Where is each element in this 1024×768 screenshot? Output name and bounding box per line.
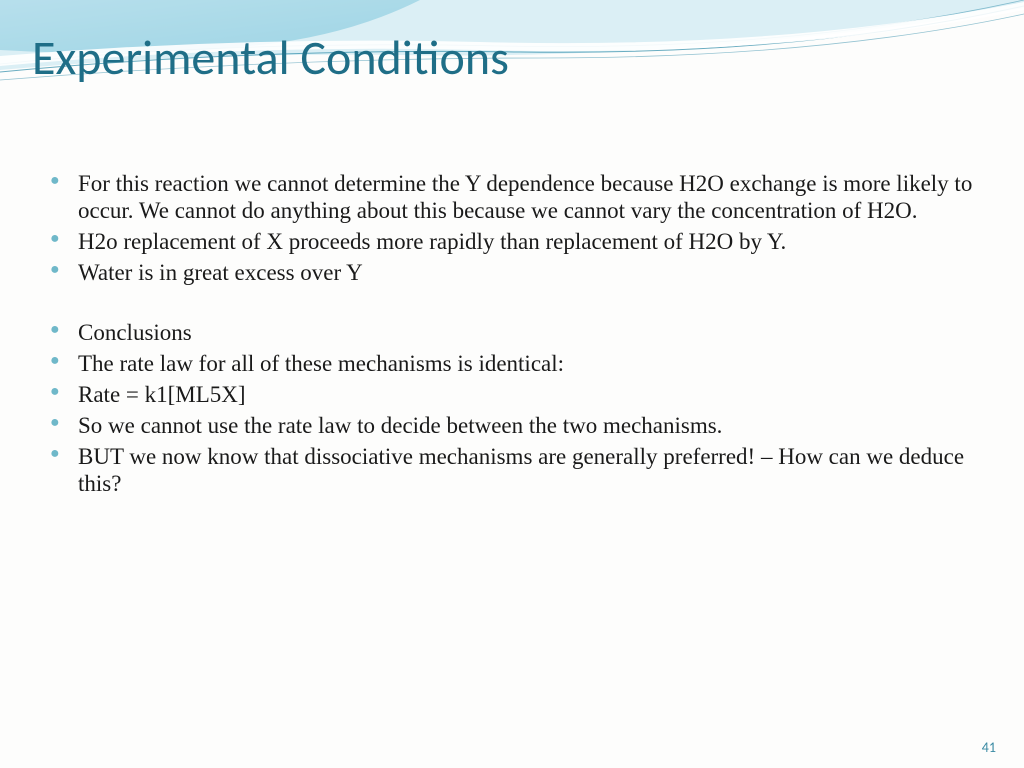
bullet-item: H2o replacement of X proceeds more rapid…	[50, 228, 984, 255]
slide-content: For this reaction we cannot determine th…	[50, 170, 984, 501]
bullet-item: Rate = k1[ML5X]	[50, 381, 984, 408]
bullet-item: So we cannot use the rate law to decide …	[50, 412, 984, 439]
bullet-item: For this reaction we cannot determine th…	[50, 170, 984, 224]
bullet-item: Conclusions	[50, 319, 984, 346]
bullet-item: The rate law for all of these mechanisms…	[50, 350, 984, 377]
bullet-item: Water is in great excess over Y	[50, 259, 984, 286]
bullet-list: Conclusions The rate law for all of thes…	[50, 319, 984, 498]
bullet-list: For this reaction we cannot determine th…	[50, 170, 984, 287]
page-number: 41	[982, 739, 996, 756]
bullet-item: BUT we now know that dissociative mechan…	[50, 443, 984, 497]
slide-title: Experimental Conditions	[32, 28, 509, 87]
